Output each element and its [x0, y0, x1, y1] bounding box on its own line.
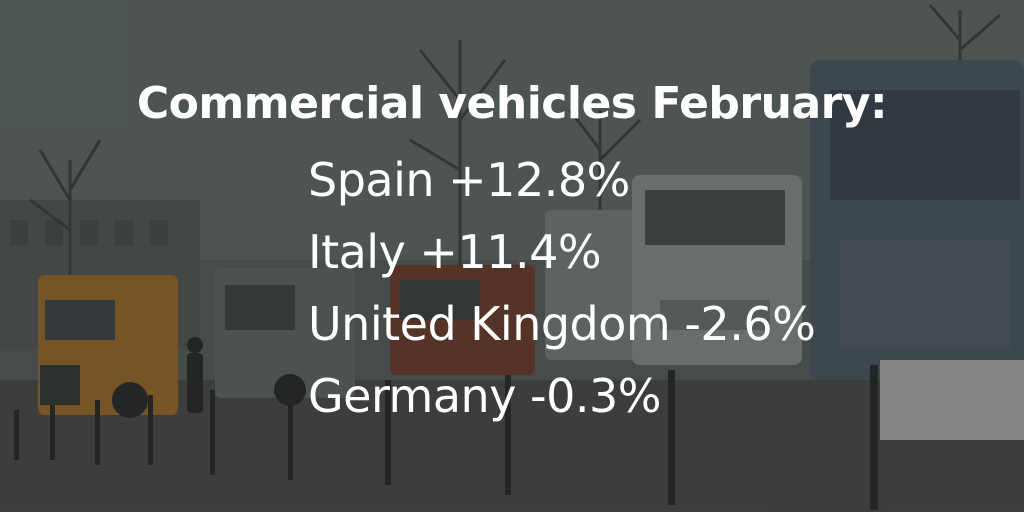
stat-italy: Italy +11.4%	[308, 225, 602, 279]
white-truck	[545, 175, 802, 365]
headline: Commercial vehicles February:	[136, 78, 888, 129]
grey-truck	[215, 268, 355, 406]
bollards	[14, 365, 878, 510]
red-truck	[390, 265, 535, 375]
blue-truck	[810, 60, 1024, 440]
stat-germany: Germany -0.3%	[308, 369, 662, 423]
country-stats-list: Spain +12.8% Italy +11.4% United Kingdom…	[308, 150, 816, 438]
orange-truck	[38, 275, 178, 418]
stat-united-kingdom: United Kingdom -2.6%	[308, 297, 816, 351]
stat-spain: Spain +12.8%	[308, 153, 630, 207]
person	[187, 337, 203, 413]
